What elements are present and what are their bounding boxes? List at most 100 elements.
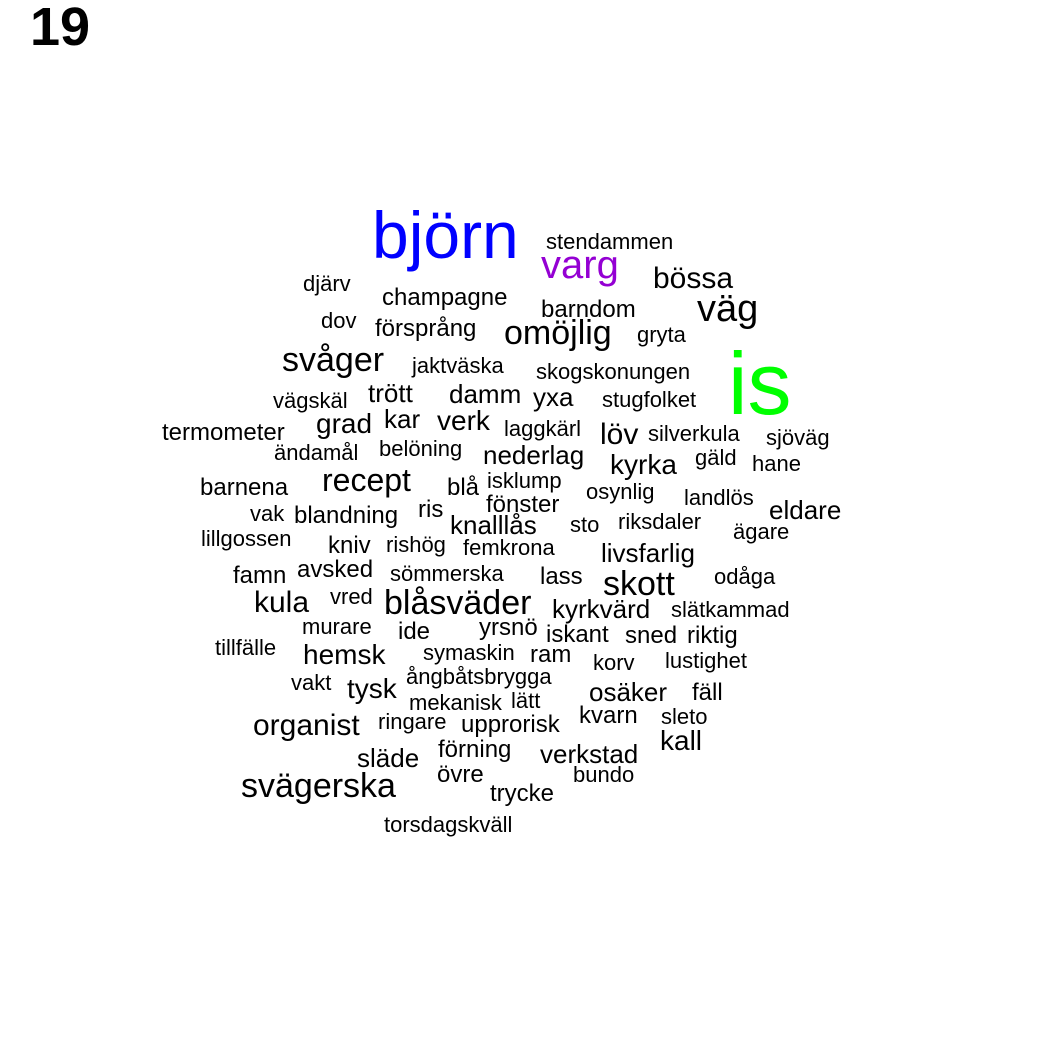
word-varg: varg	[541, 243, 619, 287]
word-avsked: avsked	[297, 556, 374, 583]
word-beloning: belöning	[379, 436, 463, 461]
word-latt: lätt	[511, 688, 541, 713]
word-bla: blå	[447, 474, 480, 501]
page-number: 19	[30, 0, 91, 57]
word-ris: ris	[418, 496, 444, 523]
word-svagerska: svägerska	[241, 767, 396, 805]
word-korv: korv	[593, 650, 635, 675]
word-fall: fäll	[692, 679, 723, 706]
word-famn: famn	[233, 562, 287, 589]
word-kniv: kniv	[328, 532, 371, 559]
word-slade: släde	[357, 743, 420, 773]
word-blasvader: blåsväder	[384, 584, 532, 622]
word-iskant: iskant	[546, 621, 609, 648]
word-sned: sned	[625, 622, 678, 649]
word-trycke: trycke	[490, 780, 555, 807]
word-fonster: fönster	[486, 491, 560, 518]
word-skogskonungen: skogskonungen	[536, 359, 691, 384]
word-damm: damm	[449, 379, 522, 409]
word-silverkula: silverkula	[648, 421, 740, 446]
word-tillfalle: tillfälle	[215, 635, 277, 660]
word-forsprang: försprång	[375, 315, 477, 342]
word-lillgossen: lillgossen	[201, 526, 292, 551]
word-recept: recept	[322, 462, 411, 498]
word-kyrkvard: kyrkvärd	[552, 594, 651, 624]
word-eldare: eldare	[769, 495, 842, 525]
word-vagskal: vägskäl	[273, 388, 348, 413]
word-termometer: termometer	[162, 419, 285, 446]
word-odaga: odåga	[714, 564, 776, 589]
word-osaker: osäker	[589, 677, 668, 707]
word-kula: kula	[254, 586, 310, 619]
word-angbatsbrygga: ångbåtsbrygga	[406, 664, 552, 689]
word-nederlag: nederlag	[483, 440, 585, 470]
word-hane: hane	[752, 451, 801, 476]
word-kvarn: kvarn	[579, 702, 638, 729]
word-lustighet: lustighet	[665, 648, 747, 673]
word-dov: dov	[321, 308, 357, 333]
word-kyrka: kyrka	[610, 449, 677, 480]
word-sjovag: sjöväg	[766, 425, 830, 450]
word-grad: grad	[316, 408, 373, 439]
word-omojlig: omöjlig	[504, 314, 612, 352]
word-andamal: ändamål	[274, 440, 359, 465]
word-riksdaler: riksdaler	[618, 509, 702, 534]
word-yxa: yxa	[533, 382, 574, 412]
word-vak: vak	[250, 501, 285, 526]
word-agare: ägare	[733, 519, 790, 544]
word-skott: skott	[603, 565, 675, 603]
word-yrsno: yrsnö	[479, 614, 538, 641]
word-svager: svåger	[282, 341, 385, 379]
word-isklump: isklump	[487, 468, 562, 493]
word-stendammen: stendammen	[546, 229, 674, 254]
word-sommerska: sömmerska	[390, 561, 504, 586]
word-sleto: sleto	[661, 704, 708, 729]
word-vag: väg	[697, 288, 759, 330]
word-blandning: blandning	[294, 502, 399, 529]
word-riktig: riktig	[687, 622, 738, 649]
word-osynlig: osynlig	[586, 479, 655, 504]
word-knalllas: knalllås	[450, 510, 537, 540]
word-jaktvaska: jaktväska	[412, 353, 504, 378]
word-gald: gäld	[695, 445, 737, 470]
word-slatkammad: slätkammad	[671, 597, 790, 622]
word-champagne: champagne	[382, 284, 508, 311]
word-symaskin: symaskin	[423, 640, 515, 665]
word-bossa: bössa	[653, 262, 734, 295]
word-gryta: gryta	[637, 322, 686, 347]
word-mekanisk: mekanisk	[409, 690, 502, 715]
word-bjorn: björn	[372, 198, 519, 272]
word-kall: kall	[660, 725, 703, 756]
word-upprorisk: upprorisk	[461, 711, 560, 738]
word-laggkarl: laggkärl	[504, 416, 582, 441]
word-barndom: barndom	[541, 296, 636, 323]
word-vakt: vakt	[291, 670, 332, 695]
word-livsfarlig: livsfarlig	[601, 538, 695, 568]
word-hemsk: hemsk	[303, 639, 386, 670]
word-torsdagskvall: torsdagskväll	[384, 812, 513, 837]
word-barnena: barnena	[200, 474, 289, 501]
word-landlos: landlös	[684, 485, 754, 510]
word-verk: verk	[437, 405, 490, 436]
word-forning: förning	[438, 736, 512, 763]
word-kar: kar	[384, 404, 421, 434]
word-ram: ram	[530, 641, 572, 668]
word-lov: löv	[600, 418, 639, 451]
word-djarv: djärv	[303, 271, 351, 296]
word-bundo: bundo	[573, 762, 635, 787]
word-ringare: ringare	[378, 709, 447, 734]
word-murare: murare	[302, 614, 372, 639]
word-trott: trött	[368, 378, 413, 408]
word-femkrona: femkrona	[463, 535, 555, 560]
word-is: is	[728, 334, 792, 433]
word-lass: lass	[540, 563, 583, 590]
word-stugfolket: stugfolket	[602, 387, 697, 412]
word-organist: organist	[253, 709, 360, 742]
word-ide: ide	[398, 618, 431, 645]
word-vred: vred	[330, 584, 373, 609]
word-verkstad: verkstad	[540, 739, 639, 769]
word-tysk: tysk	[347, 673, 397, 704]
word-sto: sto	[570, 512, 600, 537]
word-ovre: övre	[437, 761, 484, 788]
